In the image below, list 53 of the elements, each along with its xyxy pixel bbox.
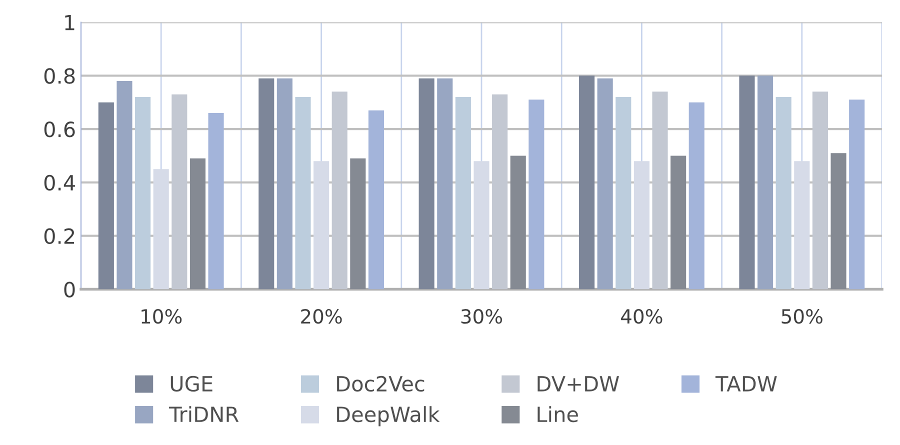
x-tick-label: 50% [782, 309, 822, 324]
bar [418, 78, 434, 290]
y-tick-label: 0.8 [44, 68, 75, 84]
bar [455, 97, 471, 290]
y-tick-label: 0.4 [44, 174, 75, 191]
bar [528, 100, 544, 290]
legend-label: DV+DW [538, 376, 619, 392]
bar [812, 92, 828, 290]
legend-label: Doc2Vec [337, 376, 424, 392]
bar [190, 158, 206, 290]
legend-label: UGE [170, 376, 212, 392]
y-tick-label: 0 [64, 282, 75, 298]
bar [276, 78, 292, 290]
x-tick-label: 20% [301, 309, 342, 324]
bar [295, 97, 311, 290]
bar [849, 100, 865, 290]
legend-label: TriDNR [169, 406, 239, 422]
legend-label: DeepWalk [337, 406, 440, 426]
x-tick-label: 40% [621, 309, 662, 324]
bar [776, 97, 792, 290]
bar [208, 113, 224, 290]
bar [350, 158, 366, 290]
bar [474, 161, 490, 290]
bar [332, 92, 348, 290]
x-tick-label: 30% [461, 309, 502, 324]
bar [758, 76, 774, 290]
legend-label: TADW [715, 376, 777, 392]
bar [688, 102, 704, 290]
bar [739, 76, 755, 290]
bar [368, 110, 384, 290]
bar [172, 94, 188, 290]
x-tick-label: 10% [142, 309, 182, 324]
bar [670, 156, 686, 290]
bar [510, 156, 526, 290]
legend-label: Line [538, 406, 578, 422]
bar [652, 92, 668, 290]
bar [616, 97, 632, 290]
bar [634, 161, 650, 290]
bar [135, 97, 151, 290]
bar [578, 76, 595, 290]
bar [258, 78, 274, 290]
y-tick-label: 0.6 [44, 122, 75, 138]
bar [597, 78, 613, 290]
bar [794, 161, 810, 290]
bar [153, 169, 169, 290]
y-tick-label: 1 [65, 14, 74, 30]
bar [98, 102, 114, 290]
bar [116, 80, 132, 290]
bar [830, 153, 846, 290]
bar [314, 161, 330, 290]
y-tick-label: 0.2 [44, 228, 74, 244]
bar [492, 94, 508, 290]
bar [437, 78, 453, 290]
